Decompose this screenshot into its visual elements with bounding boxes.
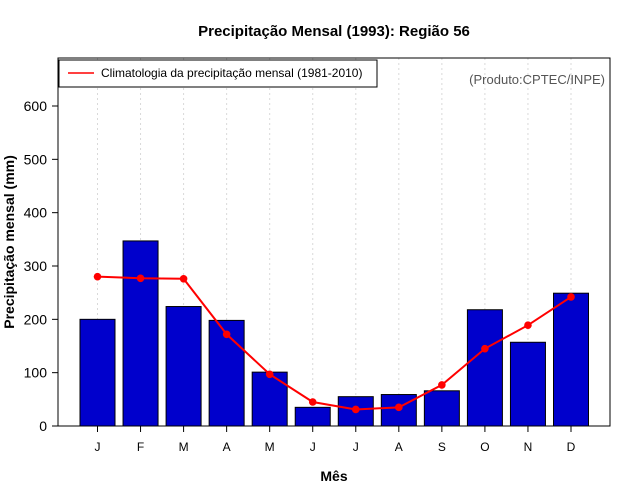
climatology-point-6 bbox=[308, 398, 317, 406]
plot-frame bbox=[57, 57, 611, 427]
climatology-point-12 bbox=[567, 293, 575, 301]
y-axis: 0 100 200 300 400 500 600 bbox=[24, 98, 58, 434]
x-tick-label: O bbox=[480, 440, 489, 454]
x-tick-label: A bbox=[223, 440, 231, 454]
climatology-point-2 bbox=[136, 274, 145, 283]
climatology-point-5 bbox=[265, 370, 274, 379]
y-tick-label: 200 bbox=[24, 311, 48, 327]
climatology-line-series bbox=[93, 272, 575, 414]
x-tick-label: J bbox=[95, 440, 101, 454]
climatology-point-9 bbox=[438, 381, 446, 389]
credit-text: (Produto:CPTEC/INPE) bbox=[469, 72, 605, 87]
climatology-line bbox=[97, 275, 572, 411]
y-tick-label: 600 bbox=[24, 98, 48, 114]
bar-9 bbox=[423, 390, 460, 427]
y-tick-label: 500 bbox=[24, 151, 48, 167]
bar-series bbox=[79, 240, 589, 427]
bar-1 bbox=[79, 318, 116, 427]
bar-8 bbox=[380, 394, 417, 427]
y-tick-label: 400 bbox=[24, 205, 48, 221]
x-tick-label: D bbox=[567, 440, 576, 454]
climatology-point-4 bbox=[222, 330, 231, 339]
bar-4 bbox=[208, 319, 245, 427]
x-tick-label: M bbox=[179, 440, 189, 454]
x-tick-label: F bbox=[137, 440, 144, 454]
y-tick-label: 100 bbox=[24, 365, 48, 381]
climatology-point-8 bbox=[395, 403, 403, 412]
legend-entry-climatology: Climatologia da precipitação mensal (198… bbox=[101, 66, 362, 80]
x-tick-label: N bbox=[524, 440, 533, 454]
y-tick-label: 300 bbox=[24, 258, 48, 274]
x-axis-title: Mês bbox=[320, 468, 347, 484]
climatology-point-11 bbox=[524, 321, 532, 330]
x-tick-label: J bbox=[353, 440, 359, 454]
legend-box bbox=[58, 59, 378, 88]
climatology-point-7 bbox=[351, 405, 360, 414]
climatology-point-3 bbox=[179, 275, 188, 283]
bar-12 bbox=[553, 292, 589, 427]
climatology-point-1 bbox=[93, 272, 102, 281]
bar-2 bbox=[122, 240, 159, 427]
y-tick-label: 0 bbox=[39, 418, 47, 434]
bar-10 bbox=[466, 309, 503, 427]
chart-title: Precipitação Mensal (1993): Região 56 bbox=[198, 23, 470, 40]
bar-6 bbox=[294, 406, 331, 427]
x-tick-label: S bbox=[438, 440, 446, 454]
x-tick-label: A bbox=[395, 440, 403, 454]
legend: Climatologia da precipitação mensal (198… bbox=[58, 59, 378, 88]
x-tick-label: J bbox=[310, 440, 316, 454]
bar-3 bbox=[165, 306, 202, 427]
y-axis-title: Precipitação mensal (mm) bbox=[1, 155, 17, 329]
bar-11 bbox=[509, 341, 546, 427]
bar-5 bbox=[251, 371, 288, 427]
bar-7 bbox=[337, 396, 374, 427]
x-tick-label: M bbox=[265, 440, 275, 454]
climatology-point-10 bbox=[481, 344, 489, 353]
